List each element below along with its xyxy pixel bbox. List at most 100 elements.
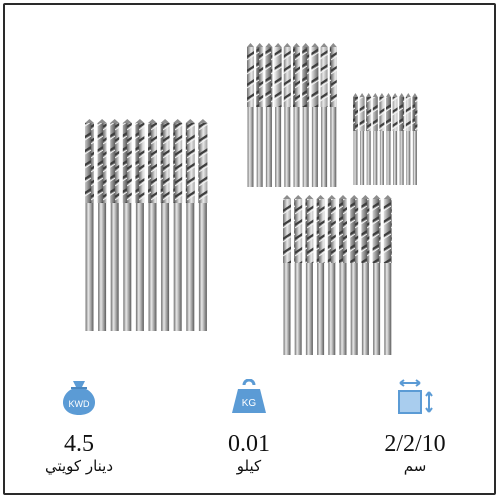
drill-bit-flute (383, 199, 392, 263)
drill-bit-flute (160, 123, 170, 203)
drill-bit-shank (135, 203, 144, 331)
drill-bit-flute (148, 123, 157, 203)
drill-bit-flute (339, 199, 347, 263)
drill-bit-shank (284, 107, 291, 187)
drill-bit-flute (412, 97, 418, 131)
drill-bit-tip (185, 119, 195, 123)
weight-kg-icon: KG (169, 377, 329, 417)
drill-bit-flute (405, 97, 411, 131)
drill-bit-shank (302, 107, 309, 187)
drill-bit-shank (360, 131, 365, 185)
drill-bit-shank (373, 263, 381, 355)
drill-bit-shank (384, 263, 392, 355)
drill-bit-tip (392, 93, 398, 97)
drill-bit-tip (265, 43, 273, 47)
drill-bit-tip (256, 43, 264, 47)
weight-value: 0.01 (228, 431, 270, 457)
drill-bit-flute (185, 123, 195, 203)
drill-bit-tip (379, 93, 385, 97)
drill-bit-flute (399, 97, 405, 131)
drill-bit-tip (110, 119, 120, 123)
drill-bit-shank (386, 131, 391, 185)
drill-bit-shank (353, 131, 358, 185)
price-value: 4.5 (64, 431, 94, 457)
drill-bit-flute (85, 123, 94, 203)
svg-text:KG: KG (242, 398, 257, 409)
drill-bit-tip (293, 43, 300, 47)
drill-bit-flute (350, 199, 359, 263)
drill-bit-tip (305, 195, 314, 199)
drill-bit-tip (135, 119, 145, 123)
drill-bit-flute (283, 47, 291, 107)
drill-bit-tip (247, 43, 254, 47)
drill-bit-shank (339, 263, 347, 355)
drill-bit-tip (302, 43, 310, 47)
drill-bit-flute (283, 199, 291, 263)
drill-bit-shank (110, 203, 119, 331)
price-unit: دينار كويتي (44, 457, 114, 475)
drill-bit-tip (399, 93, 405, 97)
drill-bit-tip (283, 43, 291, 47)
drill-bit-tip (350, 195, 359, 199)
drill-bit-tip (198, 119, 208, 123)
product-card: KWD 4.5 دينار كويتي KG 0.01 كيلو (3, 3, 496, 495)
weight-unit: كيلو (236, 457, 262, 475)
drill-bit-shank (293, 107, 300, 187)
drill-bit-flute (122, 123, 132, 203)
product-image (19, 19, 477, 361)
drill-bit-shank (186, 203, 195, 331)
drill-bit-shank (311, 107, 318, 187)
drill-bit-shank (328, 263, 336, 355)
drill-bit-flute (247, 47, 254, 107)
drill-bit-tip (97, 119, 107, 123)
drill-bit-flute (302, 47, 310, 107)
drill-bit-flute (327, 199, 336, 263)
drill-bit-flute (372, 97, 378, 131)
drill-bit-flute (361, 199, 370, 263)
drill-bit-shank (256, 107, 263, 187)
drill-bit-flute (366, 97, 372, 131)
drill-bit-tip (160, 119, 170, 123)
drill-bit-shank (173, 203, 182, 331)
drill-bit-tip (173, 119, 183, 123)
drill-bit-shank (393, 131, 398, 185)
drill-bit-tip (327, 195, 336, 199)
drill-bit-shank (373, 131, 378, 185)
drill-bit-tip (316, 195, 325, 199)
drill-bit-shank (366, 131, 371, 185)
dimensions-stat: 2/2/10 سم (335, 377, 495, 475)
drill-bit-flute (274, 47, 282, 107)
drill-bit-flute (256, 47, 264, 107)
drill-bit-shank (399, 131, 404, 185)
dimensions-value: 2/2/10 (384, 431, 446, 457)
drill-bit-shank (275, 107, 282, 187)
drill-bit-shank (247, 107, 254, 187)
drill-bit-shank (148, 203, 157, 331)
drill-bit-shank (198, 203, 207, 331)
drill-bit-shank (361, 263, 369, 355)
drill-bit-shank (98, 203, 107, 331)
drill-bit-tip (386, 93, 391, 97)
drill-bit-flute (305, 199, 314, 263)
drill-bit-shank (412, 131, 417, 185)
drill-bit-tip (294, 195, 303, 199)
drill-bit-flute (293, 47, 300, 107)
drill-bit-flute (329, 47, 337, 107)
drill-bit-shank (321, 107, 328, 187)
drill-bit-shank (265, 107, 272, 187)
drill-bit-tip (329, 43, 337, 47)
drill-bit-tip (366, 93, 372, 97)
drill-bit-tip (372, 93, 378, 97)
drill-bit-tip (274, 43, 282, 47)
drill-bit-tip (122, 119, 132, 123)
drill-bit-flute (110, 123, 120, 203)
drill-bit-flute (379, 97, 385, 131)
drill-bit-flute (320, 47, 328, 107)
drill-bit-tip (311, 43, 319, 47)
drill-bit-flute (198, 123, 208, 203)
drill-bit-shank (283, 263, 291, 355)
drill-bit-flute (392, 97, 398, 131)
drill-bit-tip (339, 195, 347, 199)
drill-bit-flute (135, 123, 145, 203)
drill-bit-tip (383, 195, 392, 199)
